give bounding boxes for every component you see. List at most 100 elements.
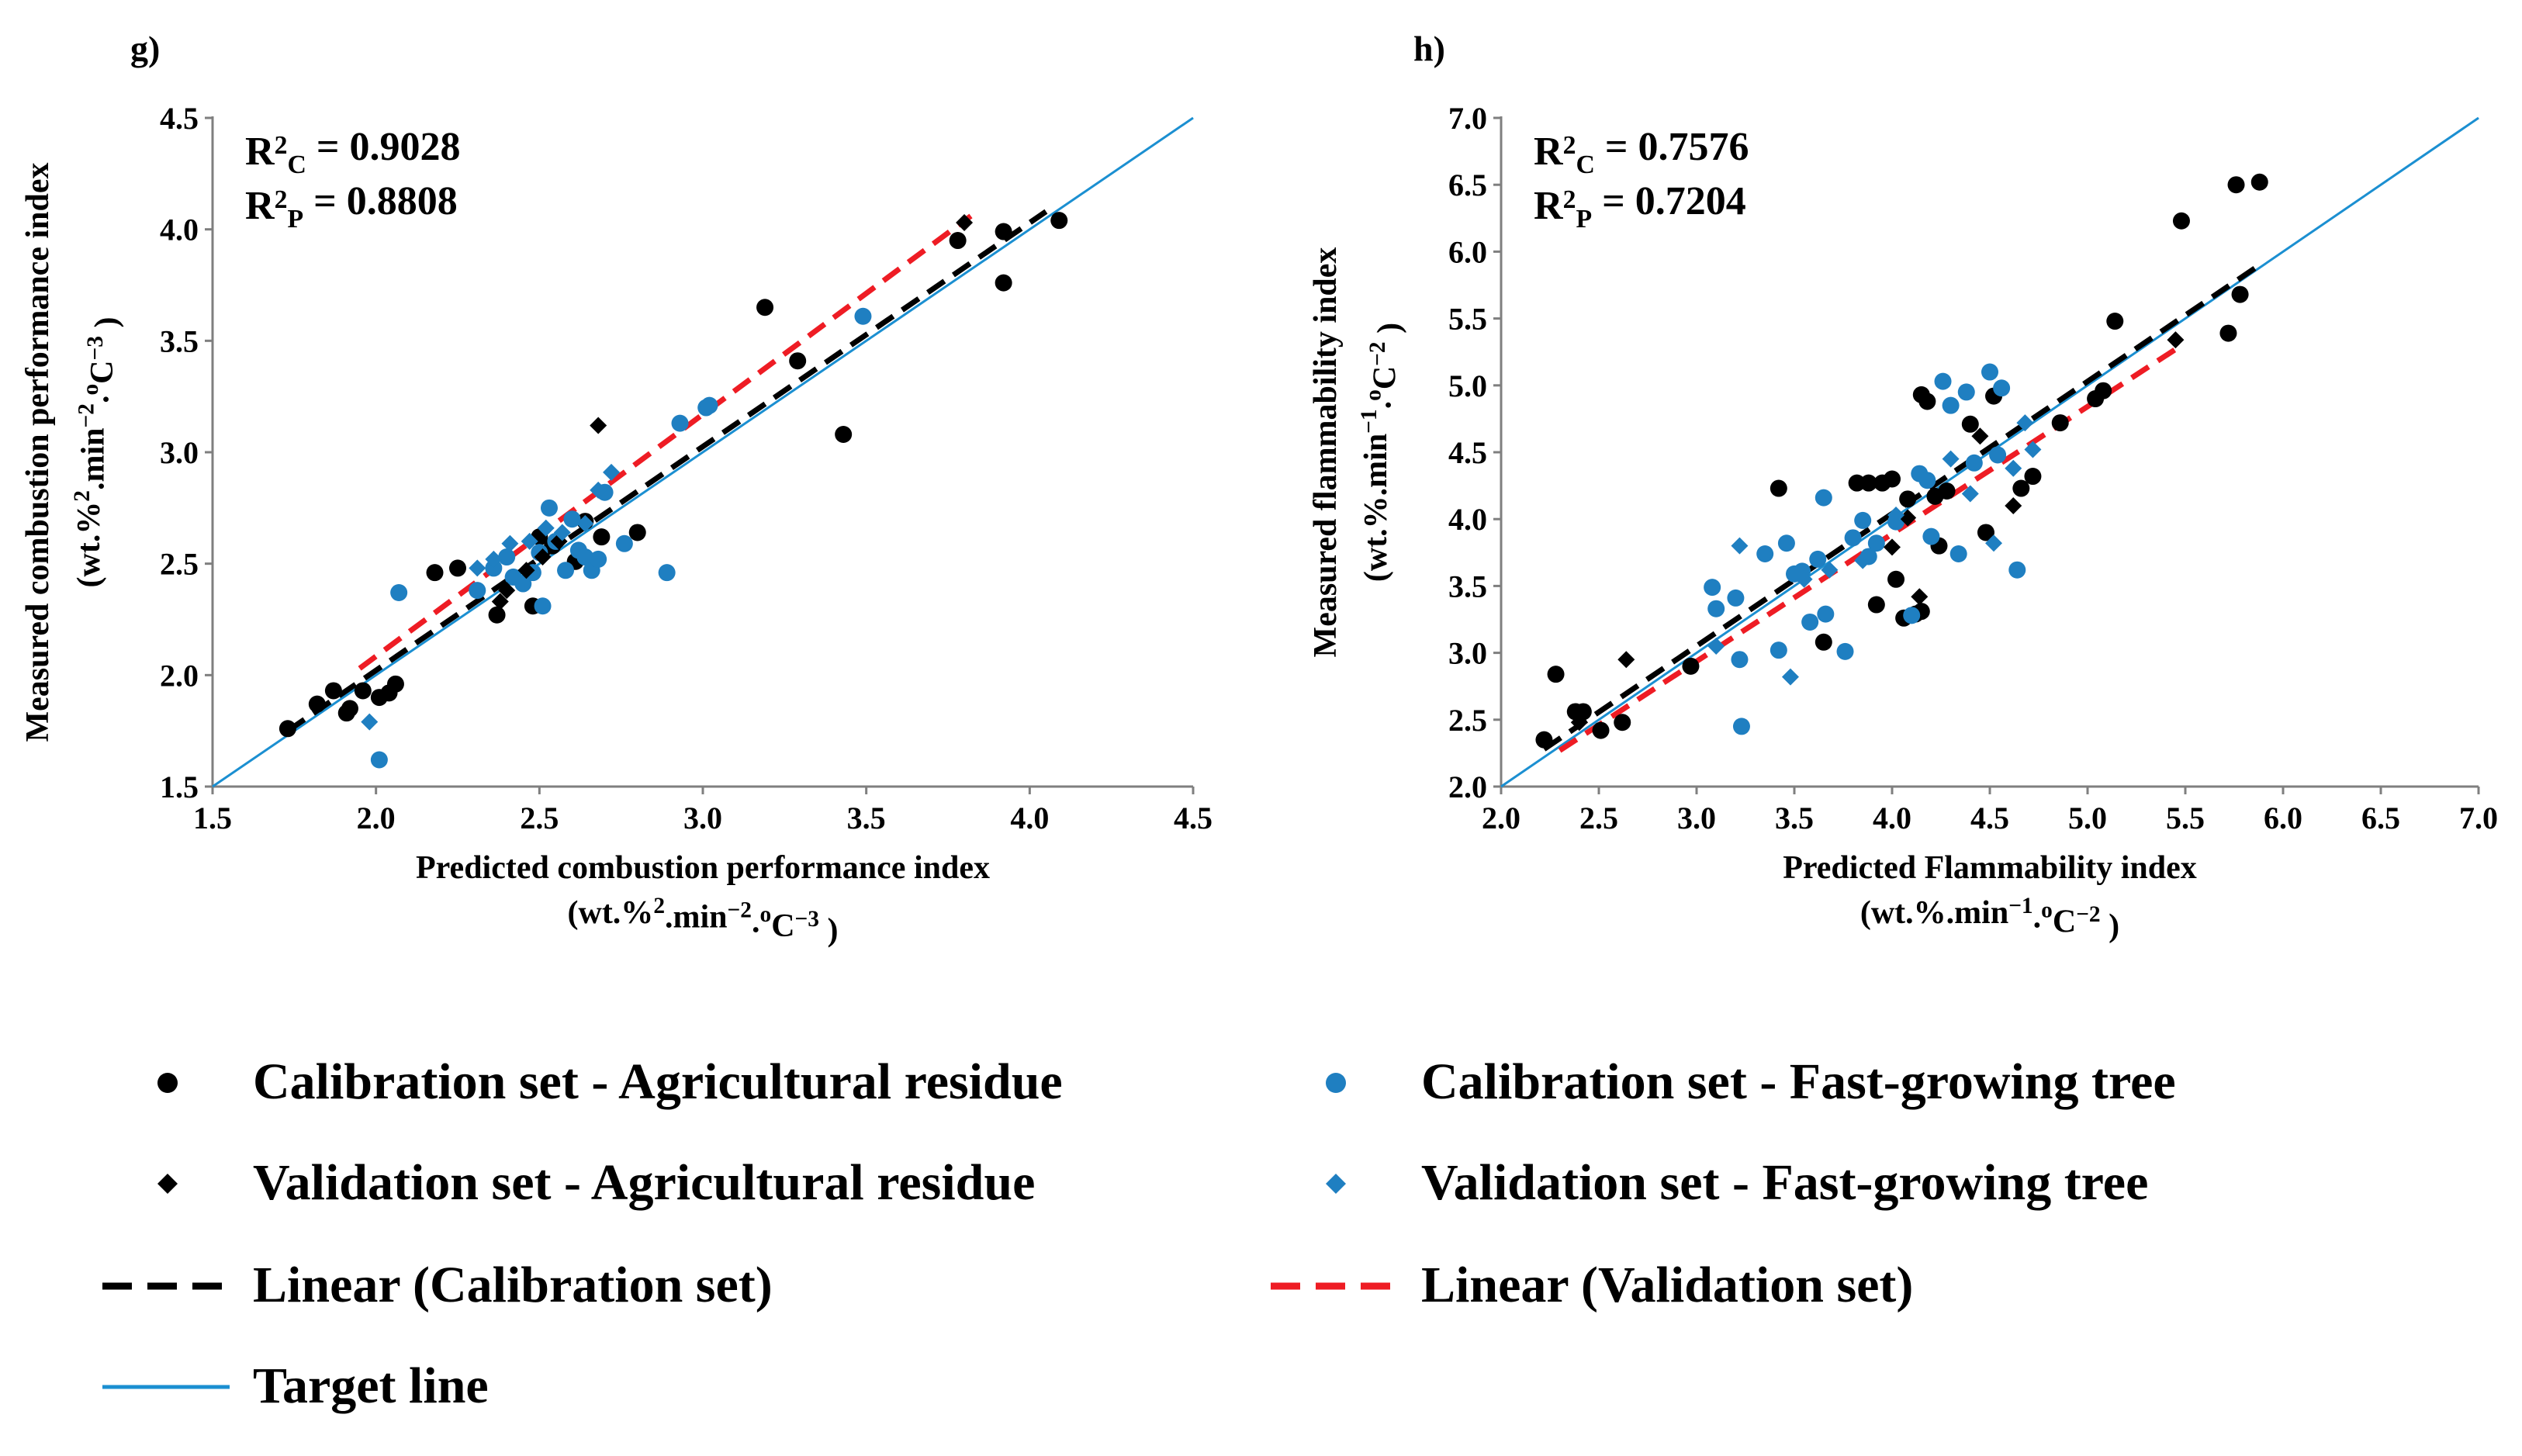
panel-label: h): [1413, 29, 1445, 68]
superscript: −2: [728, 897, 752, 922]
data-point: [1848, 474, 1866, 492]
y-tick-label: 4.0: [160, 213, 199, 247]
r2-symbol: R: [1534, 130, 1564, 174]
legend-val-tree: Validation set - Fast-growing tree: [1326, 1154, 2148, 1211]
data-point: [557, 562, 575, 579]
x-axis-units: (wt.%2.min−2.oC−3 ): [568, 894, 839, 949]
data-point: [537, 519, 555, 537]
calibration-fit-line: [285, 209, 1048, 734]
superscript: 2: [653, 894, 665, 918]
data-point: [1844, 529, 1862, 547]
data-point: [949, 232, 967, 250]
data-point: [1859, 474, 1877, 492]
data-point: [1731, 537, 1749, 555]
y-tick-label: 1.5: [160, 770, 199, 804]
legend: Calibration set - Agricultural residue Ca…: [102, 1053, 2176, 1414]
data-point: [1957, 383, 1975, 401]
text-run: .: [1363, 401, 1399, 410]
data-point: [517, 562, 535, 579]
superscript: −2: [1365, 341, 1390, 365]
data-point: [354, 682, 372, 700]
r2-value: = 0.7576: [1595, 125, 1749, 169]
legend-label: Validation set - Agricultural residue: [253, 1154, 1035, 1211]
data-point: [590, 550, 607, 568]
series-validation-set-agricultural-residue: [1570, 331, 2185, 731]
data-point: [1547, 666, 1565, 683]
r2-symbol: R: [245, 130, 275, 174]
y-axis-title: Measured combustion performance index: [20, 163, 56, 742]
r2-subscript: C: [287, 150, 306, 179]
legend-marker: [1326, 1073, 1346, 1093]
y-tick-label: 3.5: [160, 323, 199, 358]
series-validation-set-agricultural-residue: [491, 214, 974, 610]
r2-value: = 0.8808: [303, 179, 458, 223]
series-calibration-set-fast-growing-tree: [370, 307, 872, 769]
x-tick-label: 6.0: [2264, 801, 2302, 835]
y-tick-label: 4.5: [160, 101, 199, 136]
data-point: [1942, 396, 1960, 414]
legend-label: Linear (Calibration set): [253, 1257, 773, 1313]
r2-subscript: P: [287, 205, 303, 233]
y-tick-label: 3.0: [160, 435, 199, 470]
text-run: ): [2101, 908, 2120, 944]
data-point: [1884, 470, 1901, 488]
x-axis-title: Predicted combustion performance index: [416, 850, 990, 886]
data-point: [1854, 511, 1872, 529]
text-run: .: [80, 396, 116, 404]
data-point: [1977, 524, 1994, 541]
superscript: −1: [1357, 409, 1382, 433]
data-point: [386, 675, 404, 693]
x-tick-label: 3.5: [1775, 801, 1814, 835]
y-tick-label: 3.5: [1448, 569, 1487, 603]
data-point: [835, 426, 853, 444]
r2-calibration: R2C = 0.7576: [1534, 125, 1749, 179]
x-tick-label: 3.0: [1677, 801, 1716, 835]
data-point: [628, 524, 646, 541]
text-run: C: [2053, 904, 2076, 939]
data-point: [1801, 613, 1819, 631]
y-tick-label: 5.5: [1448, 302, 1487, 337]
data-point: [1867, 534, 1885, 552]
data-point: [540, 499, 558, 517]
superscript: −2: [2076, 902, 2100, 927]
x-tick-label: 2.5: [520, 801, 559, 835]
data-point: [576, 548, 594, 566]
data-point: [1704, 579, 1721, 597]
data-point: [2024, 441, 2042, 458]
x-tick-label: 2.0: [357, 801, 396, 835]
legend-target: Target line: [102, 1357, 489, 1414]
y-tick-label: 4.0: [1448, 502, 1487, 537]
x-tick-label: 4.5: [1174, 801, 1213, 835]
data-point: [756, 299, 774, 316]
r2-superscript: 2: [275, 185, 288, 214]
r2-value: = 0.7204: [1592, 179, 1746, 223]
data-point: [1731, 651, 1749, 669]
data-point: [1815, 633, 1832, 651]
data-point: [1899, 509, 1917, 527]
x-tick-label: 1.5: [193, 801, 232, 835]
data-point: [1989, 446, 2007, 464]
data-point: [1971, 427, 1989, 445]
superscript: −3: [83, 336, 108, 360]
data-point: [1777, 534, 1795, 552]
data-point: [1938, 482, 1956, 500]
y-tick-label: 2.5: [1448, 703, 1487, 738]
r2-prediction: R2P = 0.8808: [245, 179, 458, 233]
legend-lin-cal: Linear (Calibration set): [102, 1257, 773, 1313]
superscript: o: [78, 384, 103, 396]
y-tick-label: 2.5: [160, 547, 199, 582]
data-point: [514, 575, 532, 593]
x-tick-label: 2.0: [1482, 801, 1520, 835]
data-point: [995, 274, 1012, 292]
r2-superscript: 2: [275, 131, 288, 160]
data-point: [1934, 372, 1952, 390]
y-tick-label: 6.0: [1448, 234, 1487, 269]
text-run: .min: [665, 900, 728, 936]
data-point: [563, 510, 581, 528]
data-point: [1918, 472, 1936, 489]
data-point: [603, 463, 621, 481]
data-point: [2005, 459, 2022, 477]
data-point: [534, 597, 552, 615]
data-point: [1993, 379, 2011, 397]
x-tick-label: 4.0: [1873, 801, 1911, 835]
